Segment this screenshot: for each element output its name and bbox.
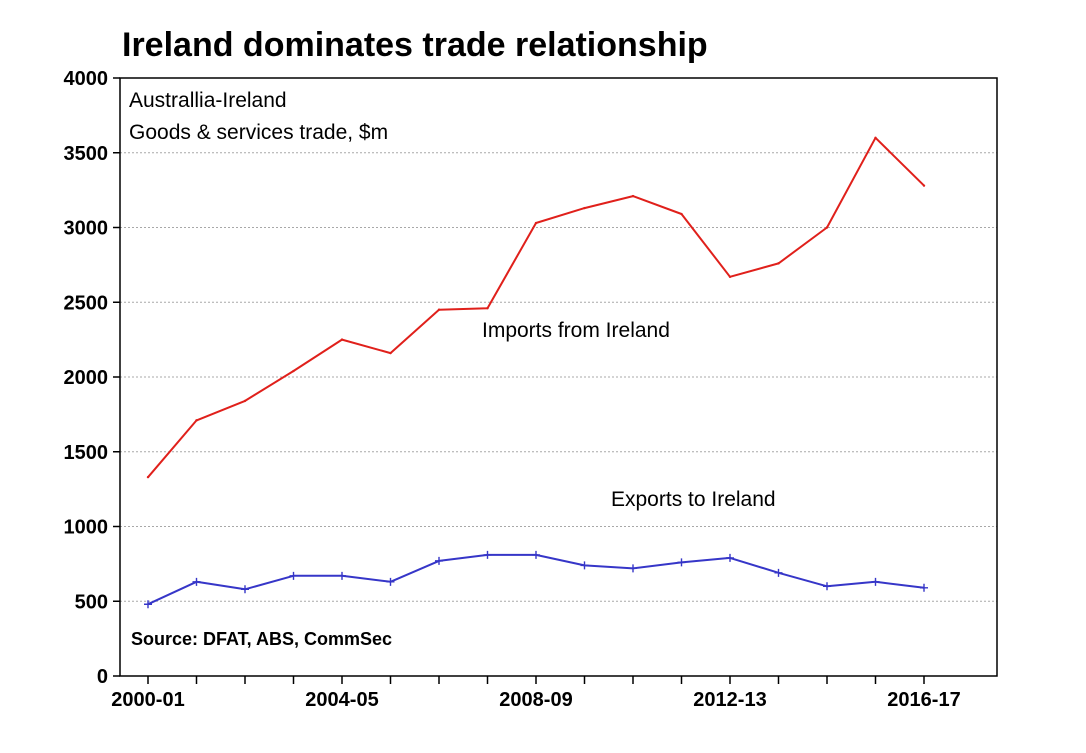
data-point	[631, 194, 635, 198]
y-tick-label: 2500	[64, 292, 109, 314]
data-point	[338, 571, 346, 580]
y-tick-label: 1000	[64, 517, 109, 539]
series-label-imports: Imports from Ireland	[482, 319, 670, 342]
data-point	[874, 136, 877, 139]
y-axis-ticks: 0 500 1000 1500 2000 2500 3000 3500 4000	[64, 68, 120, 688]
data-point	[289, 571, 298, 580]
data-point	[728, 275, 732, 279]
data-point	[823, 582, 831, 591]
data-point	[437, 308, 441, 311]
y-tick-label: 2000	[64, 367, 109, 389]
x-axis-ticks: 2000-01 2004-05 2008-09 2012-13 2016-17	[111, 676, 961, 711]
data-point	[580, 561, 589, 570]
y-tick-label: 3500	[64, 143, 109, 165]
data-point	[340, 338, 344, 341]
data-point	[146, 475, 150, 479]
series-label-exports: Exports to Ireland	[611, 488, 776, 511]
data-point	[435, 556, 443, 565]
data-point	[629, 564, 637, 573]
data-point	[483, 550, 492, 559]
data-point	[241, 585, 249, 594]
y-tick-label: 500	[75, 591, 108, 613]
data-point	[389, 351, 392, 355]
x-tick-label: 2004-05	[305, 689, 378, 711]
data-point	[486, 307, 489, 310]
x-tick-label: 2012-13	[693, 689, 766, 711]
data-point	[774, 568, 783, 577]
x-tick-label: 2008-09	[499, 689, 572, 711]
data-point	[243, 399, 247, 403]
data-point	[292, 369, 295, 373]
plot-frame	[119, 77, 998, 677]
chart-title: Ireland dominates trade relationship	[122, 26, 708, 64]
data-point	[144, 600, 152, 609]
x-tick-label: 2000-01	[111, 689, 184, 711]
data-point	[871, 577, 880, 586]
y-tick-label: 4000	[64, 68, 109, 90]
data-point	[677, 558, 686, 567]
y-tick-label: 1500	[64, 442, 109, 464]
data-point	[195, 419, 198, 422]
x-tick-label: 2016-17	[887, 689, 960, 711]
series-line-imports	[147, 136, 925, 478]
data-point	[532, 550, 540, 559]
data-point	[922, 184, 926, 187]
subtitle-line-1: Australlia-Ireland	[129, 89, 287, 112]
series-line-exports	[147, 553, 925, 606]
series-layer	[144, 136, 928, 609]
data-point	[680, 212, 683, 216]
data-point	[777, 262, 780, 265]
data-point	[920, 583, 928, 592]
subtitle-line-2: Goods & services trade, $m	[129, 121, 388, 144]
data-point	[583, 206, 586, 210]
y-tick-label: 0	[97, 666, 108, 688]
data-point	[534, 221, 538, 225]
data-point	[192, 577, 201, 586]
gridlines	[120, 152, 997, 602]
y-tick-label: 3000	[64, 218, 109, 240]
data-point	[726, 553, 734, 562]
source-note: Source: DFAT, ABS, CommSec	[131, 629, 392, 649]
data-point	[386, 577, 395, 586]
data-point	[825, 226, 829, 229]
